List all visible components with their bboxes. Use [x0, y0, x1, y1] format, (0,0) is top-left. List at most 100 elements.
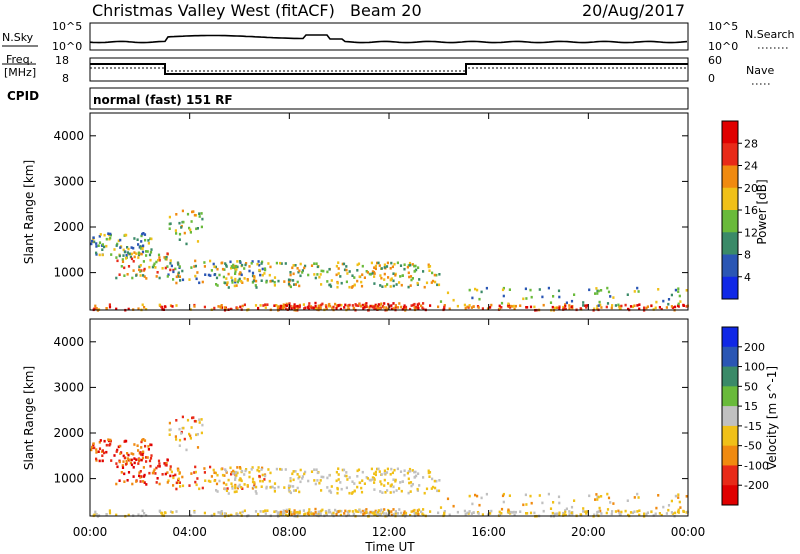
data-cell	[404, 305, 408, 309]
data-cell	[596, 289, 599, 293]
data-cell	[140, 458, 143, 462]
data-cell	[360, 486, 363, 490]
data-cell	[467, 306, 470, 309]
data-cell	[533, 511, 536, 515]
data-cell	[256, 468, 259, 472]
data-cell	[513, 307, 516, 311]
data-cell	[158, 462, 161, 465]
data-cell	[508, 494, 511, 497]
data-cell	[319, 306, 322, 310]
data-cell	[655, 506, 658, 510]
data-cell	[478, 297, 481, 301]
data-cell	[400, 305, 403, 309]
data-cell	[443, 510, 446, 513]
data-cell	[235, 264, 238, 268]
data-cell	[124, 439, 127, 443]
data-cell	[389, 484, 392, 487]
data-cell	[372, 270, 376, 274]
data-cell	[103, 233, 106, 237]
data-cell	[433, 273, 436, 277]
data-cell	[294, 264, 297, 267]
data-cell	[600, 289, 603, 292]
data-cell	[340, 281, 343, 285]
data-cell	[530, 501, 533, 505]
data-cell	[620, 304, 623, 308]
data-cell	[92, 236, 95, 239]
data-cell	[170, 470, 173, 474]
data-cell	[142, 274, 145, 277]
data-cell	[408, 467, 412, 471]
data-cell	[598, 300, 601, 304]
data-cell	[277, 305, 280, 308]
data-cell	[124, 257, 128, 260]
data-cell	[279, 467, 282, 471]
data-cell	[413, 475, 417, 479]
data-cell	[650, 304, 653, 308]
data-cell	[183, 231, 186, 235]
data-cell	[618, 305, 621, 308]
data-cell	[373, 282, 376, 285]
data-cell	[501, 494, 505, 498]
data-cell	[293, 306, 296, 309]
data-cell	[132, 466, 135, 469]
freq-label-1: Freq.	[6, 53, 33, 66]
data-cell	[230, 513, 233, 517]
data-cell	[222, 275, 225, 279]
data-cell	[234, 270, 237, 273]
data-cell	[508, 288, 511, 291]
data-cell	[596, 498, 599, 501]
data-cell	[320, 303, 323, 307]
data-cell	[143, 473, 146, 477]
data-cell	[337, 467, 340, 470]
data-cell	[416, 511, 420, 514]
data-cell	[241, 469, 244, 473]
data-cell	[158, 256, 161, 259]
data-cell	[135, 252, 138, 255]
data-cell	[378, 513, 381, 516]
data-cell	[558, 511, 561, 515]
data-cell	[292, 279, 295, 282]
nave-label: Nave	[746, 64, 774, 77]
data-cell	[610, 512, 613, 516]
data-cell	[296, 280, 299, 284]
data-cell	[314, 507, 317, 511]
data-cell	[313, 262, 316, 265]
data-cell	[348, 476, 351, 479]
data-cell	[541, 501, 544, 505]
data-cell	[138, 471, 141, 474]
data-cell	[194, 470, 197, 474]
data-cell	[289, 477, 292, 480]
data-cell	[164, 257, 167, 261]
data-cell	[425, 487, 429, 491]
data-cell	[348, 509, 351, 513]
data-cell	[145, 277, 148, 280]
data-cell	[307, 307, 310, 311]
data-cell	[379, 284, 382, 287]
data-cell	[563, 513, 566, 516]
velocity-colorbar-swatch	[722, 425, 738, 447]
data-cell	[416, 487, 419, 491]
data-cell	[277, 511, 280, 514]
data-cell	[408, 481, 411, 485]
data-cell	[171, 305, 174, 308]
data-cell	[234, 485, 237, 488]
data-cell	[526, 306, 529, 309]
data-cell	[122, 460, 125, 463]
data-cell	[326, 280, 329, 283]
data-cell	[301, 477, 304, 480]
data-cell	[377, 509, 380, 512]
data-cell	[186, 418, 190, 422]
data-cell	[189, 437, 192, 440]
data-cell	[175, 232, 178, 235]
data-cell	[670, 499, 673, 503]
data-cell	[142, 475, 146, 478]
data-cell	[99, 233, 102, 236]
data-cell	[413, 269, 417, 273]
data-cell	[464, 512, 467, 516]
data-cell	[365, 302, 368, 305]
data-cell	[389, 473, 392, 476]
data-cell	[225, 489, 229, 492]
data-cell	[418, 484, 421, 487]
data-cell	[538, 288, 541, 291]
data-cell	[123, 472, 126, 476]
